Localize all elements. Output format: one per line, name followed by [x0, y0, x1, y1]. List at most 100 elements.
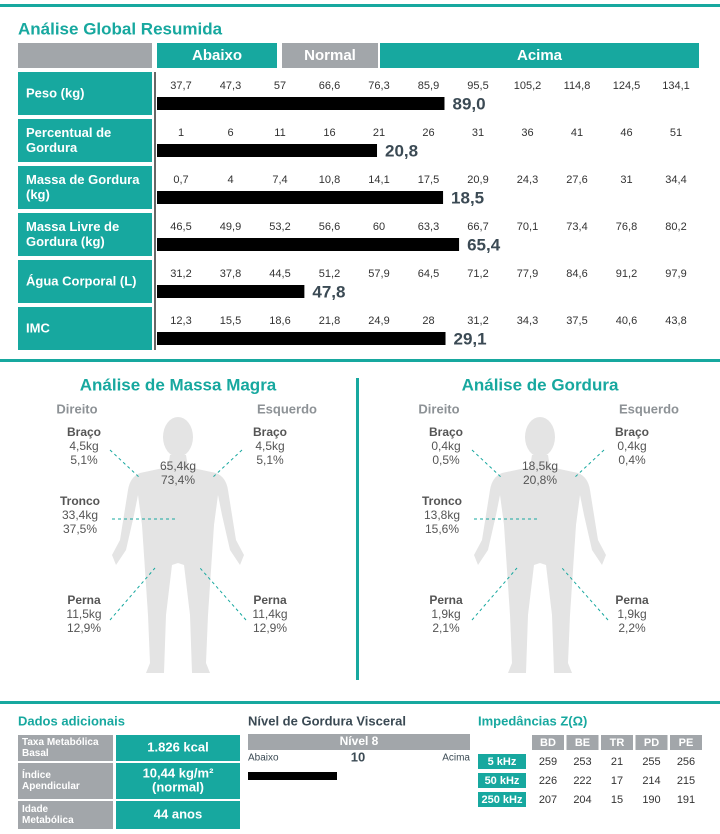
- section-title: Impedâncias Z(Ω): [478, 713, 587, 728]
- section-title: Dados adicionais: [18, 713, 125, 728]
- impedance-value: 215: [677, 775, 695, 787]
- top-rule: [0, 4, 720, 7]
- value-bar: [157, 191, 444, 204]
- header-blank: [18, 43, 152, 68]
- column-label: TR: [610, 737, 625, 749]
- scale-tick-label: 49,9: [220, 221, 241, 233]
- label-box: [18, 801, 113, 829]
- scale-tick-label: 20,9: [467, 174, 488, 186]
- segment-name: Perna: [429, 593, 463, 607]
- section-rule: [0, 701, 720, 704]
- header-cell: [380, 43, 699, 68]
- label-box: [18, 763, 113, 799]
- row-head: [478, 754, 526, 769]
- data-label: Taxa Metabólica: [22, 737, 99, 748]
- header-label: Abaixo: [192, 47, 242, 64]
- segment-value: 5,1%: [70, 453, 98, 467]
- value-box: [116, 801, 240, 829]
- impedance-value: 226: [539, 775, 557, 787]
- total-value: 20,8%: [523, 473, 557, 487]
- data-value: 44 anos: [154, 806, 202, 821]
- segment-value: 2,1%: [432, 621, 460, 635]
- segment-name: Braço: [253, 425, 287, 439]
- scale-tick-label: 85,9: [418, 80, 439, 92]
- segment-name: Braço: [615, 425, 649, 439]
- panel-title: Análise de Massa Magra: [80, 375, 277, 394]
- scale-tick-label: 10,8: [319, 174, 340, 186]
- section-title: Análise Global Resumida: [18, 19, 223, 38]
- value-label: 29,1: [454, 329, 487, 348]
- impedance-value: 17: [611, 775, 623, 787]
- column-head: [670, 735, 702, 750]
- impedance-value: 259: [539, 756, 557, 768]
- scale-tick-label: 15,5: [220, 315, 241, 327]
- scale-tick-label: 97,9: [665, 268, 686, 280]
- scale-tick-label: 51,2: [319, 268, 340, 280]
- value-box: [116, 735, 240, 761]
- body-silhouette: [112, 455, 244, 673]
- scale-tick-label: 53,2: [269, 221, 290, 233]
- section-title: Nível de Gordura Visceral: [248, 713, 406, 728]
- row-label: Massa Livre de: [26, 219, 119, 234]
- column-label: BD: [540, 737, 556, 749]
- scale-tick-label: 7,4: [272, 174, 287, 186]
- scale-tick-label: 124,5: [613, 80, 641, 92]
- impedance-value: 190: [642, 794, 660, 806]
- segment-value: 1,9kg: [431, 607, 460, 621]
- segment-name: Perna: [67, 593, 101, 607]
- scale-tick-label: 70,1: [517, 221, 538, 233]
- segment-value: 0,5%: [432, 453, 460, 467]
- scale-tick-label: 31,2: [170, 268, 191, 280]
- segment-value: 15,6%: [425, 522, 459, 536]
- impedance-value: 255: [642, 756, 660, 768]
- impedance-value: 256: [677, 756, 695, 768]
- segment-value: 33,4kg: [62, 508, 98, 522]
- row-label: 5 kHz: [488, 756, 517, 768]
- segment-value: 0,4%: [618, 453, 646, 467]
- row-label: IMC: [26, 320, 50, 335]
- segment-name: Tronco: [60, 494, 100, 508]
- body-head: [525, 417, 555, 457]
- scale-tick-label: 57,9: [368, 268, 389, 280]
- scale-tick-label: 76,8: [616, 221, 637, 233]
- row-label: Peso (kg): [26, 85, 85, 100]
- row-label: Água Corporal (L): [26, 273, 137, 288]
- segment-value: 12,9%: [253, 621, 287, 635]
- segment-value: 4,5kg: [255, 439, 284, 453]
- scale-tick-label: 16: [323, 127, 335, 139]
- data-label: Idade: [22, 804, 49, 815]
- segment-name: Perna: [253, 593, 287, 607]
- impedance-value: 222: [573, 775, 591, 787]
- scale-tick-label: 46,5: [170, 221, 191, 233]
- row-label: Gordura: [26, 140, 78, 155]
- scale-tick-label: 134,1: [662, 80, 690, 92]
- scale-tick-label: 31,2: [467, 315, 488, 327]
- scale-tick-label: 24,3: [517, 174, 538, 186]
- level-bar: [248, 734, 470, 750]
- scale-tick-label: 18,6: [269, 315, 290, 327]
- side-label: Direito: [418, 401, 459, 416]
- scale-tick-label: 41: [571, 127, 583, 139]
- value-label: 89,0: [452, 94, 485, 113]
- impedance-value: 207: [539, 794, 557, 806]
- scale-tick-label: 66,6: [319, 80, 340, 92]
- total-value: 18,5kg: [522, 459, 558, 473]
- scale-tick-label: 21,8: [319, 315, 340, 327]
- value-bar: [157, 238, 460, 251]
- segment-value: 37,5%: [63, 522, 97, 536]
- scale-tick-label: 46: [620, 127, 632, 139]
- scale-tick-label: 60: [373, 221, 385, 233]
- scale-tick-label: 77,9: [517, 268, 538, 280]
- column-label: PE: [679, 737, 694, 749]
- data-value: (normal): [152, 779, 204, 794]
- visceral-bar: [248, 772, 337, 780]
- row-label: Massa de Gordura: [26, 172, 140, 187]
- scale-mark: 10: [351, 749, 365, 764]
- value-bar: [157, 285, 305, 298]
- level-label: Nível 8: [340, 734, 379, 748]
- scale-tick-label: 114,8: [564, 80, 591, 92]
- scale-high: Acima: [442, 753, 470, 764]
- scale-tick-label: 11: [274, 127, 285, 139]
- row-label-box: [18, 72, 152, 115]
- scale-tick-label: 27,6: [566, 174, 587, 186]
